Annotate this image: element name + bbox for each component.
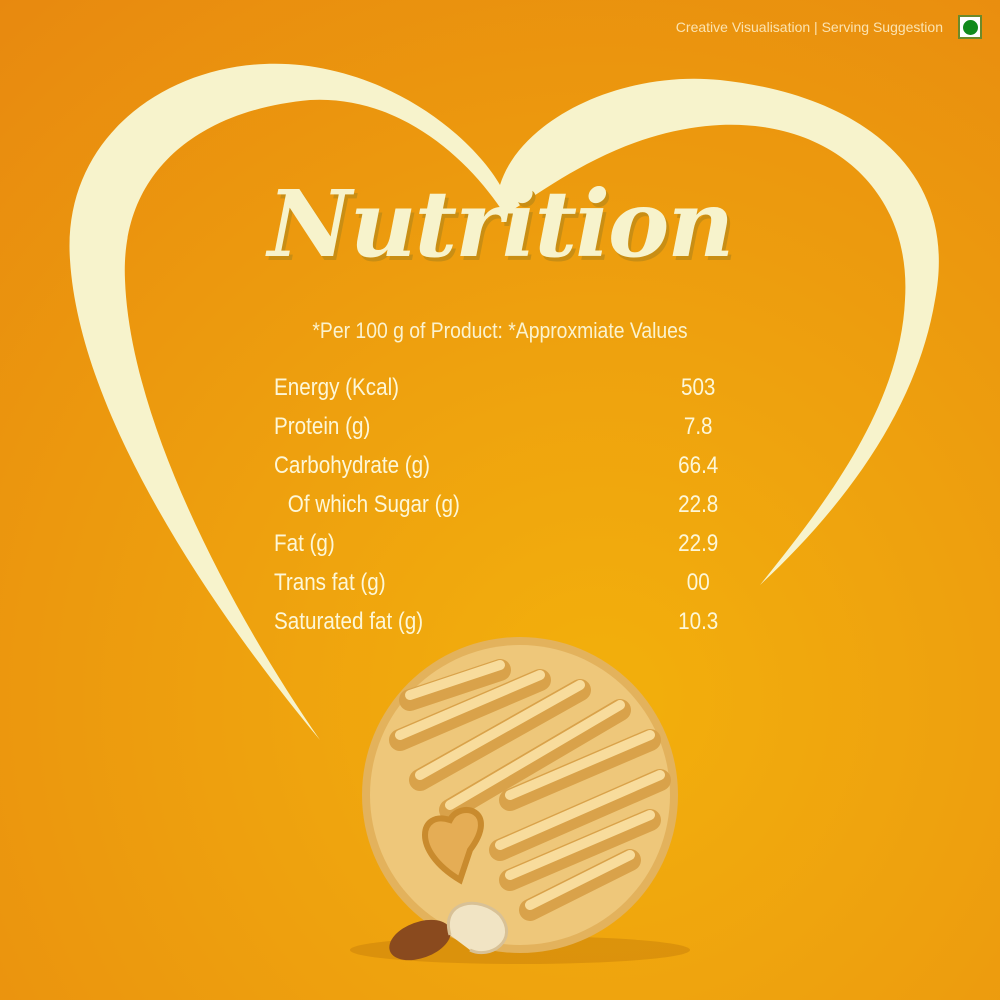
nutrient-value: 10.3 bbox=[678, 607, 719, 635]
nutrition-row: Trans fat (g) 00 bbox=[274, 563, 724, 602]
veg-symbol-icon bbox=[958, 15, 982, 39]
nutrition-row: Energy (Kcal) 503 bbox=[274, 368, 724, 407]
nutrition-row: Carbohydrate (g) 66.4 bbox=[274, 446, 724, 485]
nutrition-row: Saturated fat (g) 10.3 bbox=[274, 602, 724, 641]
nutrient-label: Saturated fat (g) bbox=[274, 607, 424, 635]
nutrient-label: Trans fat (g) bbox=[274, 568, 386, 596]
nutrient-label: Of which Sugar (g) bbox=[287, 490, 460, 518]
nutrient-value: 22.9 bbox=[678, 529, 719, 557]
nutrient-value: 66.4 bbox=[678, 451, 719, 479]
heart-outline bbox=[69, 63, 939, 740]
nutrient-label: Protein (g) bbox=[274, 412, 371, 440]
nutrient-value: 7.8 bbox=[683, 412, 713, 440]
nutrient-value: 00 bbox=[686, 568, 710, 596]
nutrition-row: Of which Sugar (g) 22.8 bbox=[274, 485, 724, 524]
page-title: Nutrition bbox=[267, 170, 735, 278]
nutrient-value: 503 bbox=[680, 373, 716, 401]
nutrient-label: Carbohydrate (g) bbox=[274, 451, 431, 479]
subtitle: *Per 100 g of Product: *Approxmiate Valu… bbox=[312, 318, 688, 343]
nutrition-row: Fat (g) 22.9 bbox=[274, 524, 724, 563]
nutrient-label: Energy (Kcal) bbox=[274, 373, 400, 401]
disclaimer-text: Creative Visualisation | Serving Suggest… bbox=[675, 19, 943, 35]
nutrition-row: Protein (g) 7.8 bbox=[274, 407, 724, 446]
nutrition-table: Energy (Kcal) 503 Protein (g) 7.8 Carbohyd… bbox=[274, 368, 724, 641]
cookie-image bbox=[350, 637, 690, 964]
nutrient-label: Fat (g) bbox=[274, 529, 335, 557]
nutrient-value: 22.8 bbox=[678, 490, 719, 518]
